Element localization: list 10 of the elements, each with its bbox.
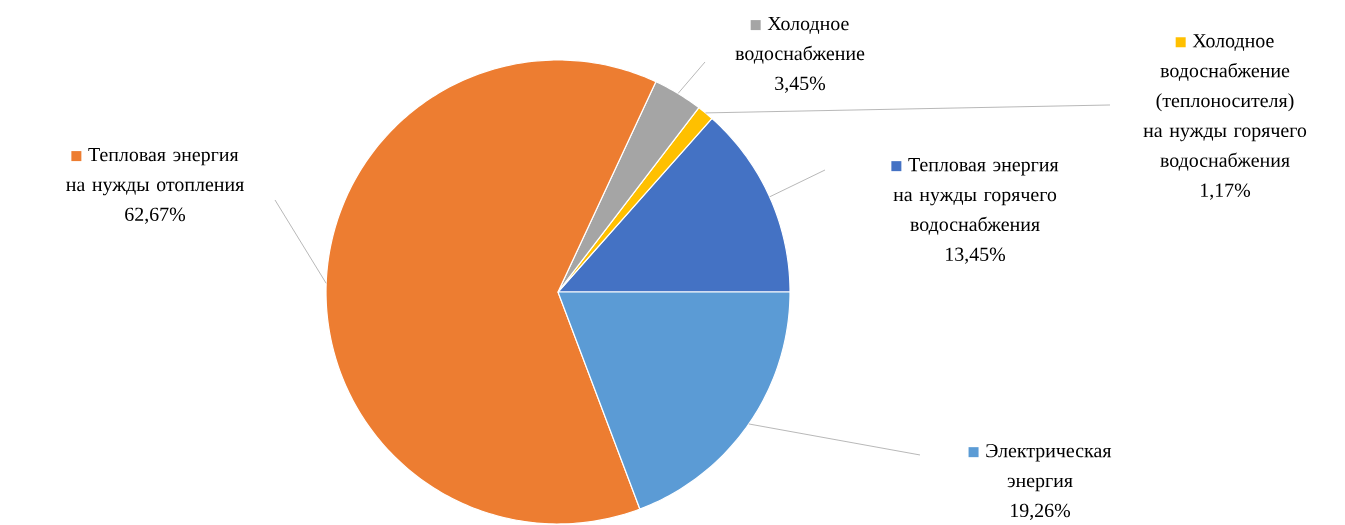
data-label: 19,26% [1011, 503, 1071, 520]
data-label: 13,45% [946, 247, 1006, 264]
data-label: 62,67% [125, 207, 186, 224]
legend-label: Холодное водоснабжение [735, 17, 865, 64]
legend-label: Холодное водоснабжение (теплоносителя) на нужды горячего водоснабжения [1143, 34, 1307, 171]
data-label: 1,17% [1201, 183, 1251, 200]
legend-label: Электрическая энергия [986, 443, 1112, 492]
data-label: 3,45% [775, 76, 826, 93]
legend-label: Тепловая энергия на нужды отопления [66, 148, 244, 196]
legend-label: Тепловая энергия на нужды горячего водоснабжения [893, 158, 1059, 235]
